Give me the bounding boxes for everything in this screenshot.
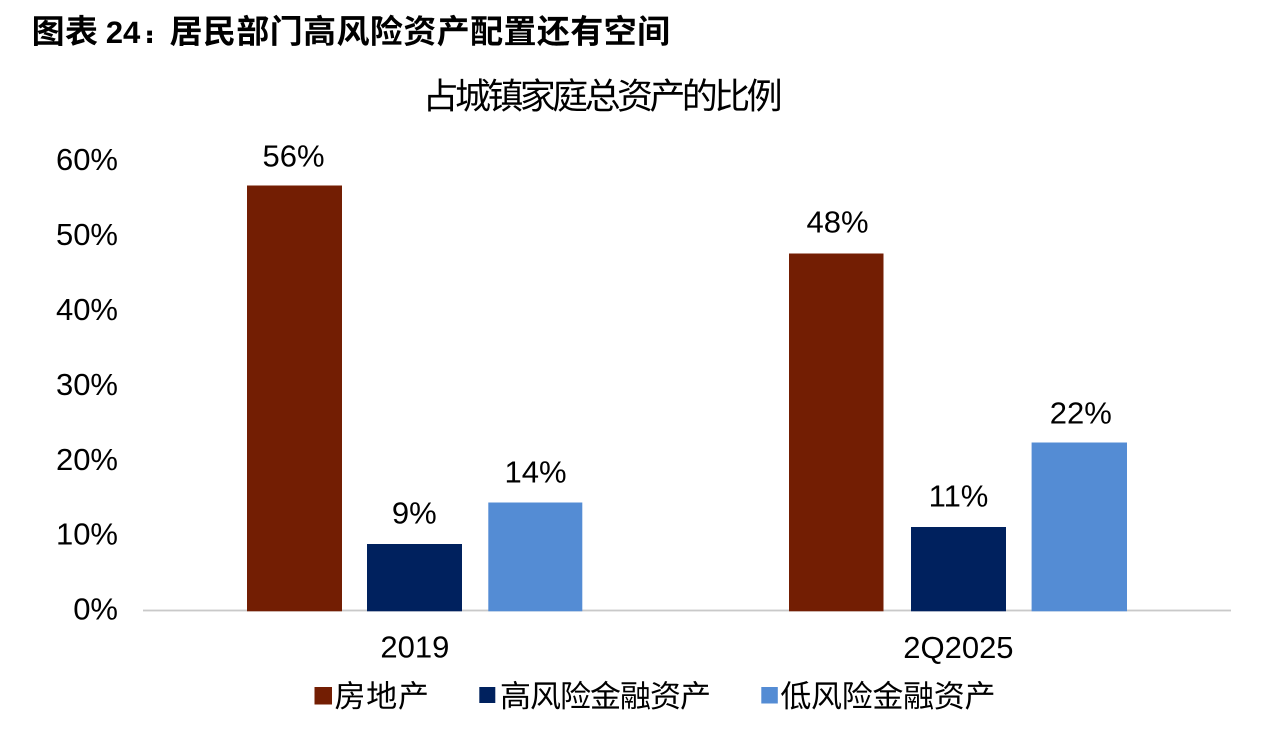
svg-text:10%: 10% — [56, 517, 118, 552]
svg-text:50%: 50% — [56, 217, 118, 252]
svg-text:9%: 9% — [392, 495, 437, 530]
svg-text:30%: 30% — [56, 367, 118, 402]
svg-text:2Q2025: 2Q2025 — [903, 630, 1013, 665]
svg-text:20%: 20% — [56, 442, 118, 477]
svg-text:14%: 14% — [504, 454, 566, 489]
svg-text:11%: 11% — [929, 478, 989, 513]
svg-text:56%: 56% — [262, 139, 324, 174]
svg-text:40%: 40% — [56, 292, 118, 327]
svg-text:2019: 2019 — [380, 629, 449, 664]
svg-text:0%: 0% — [73, 592, 118, 627]
svg-text:22%: 22% — [1050, 395, 1112, 430]
svg-text:60%: 60% — [56, 142, 118, 177]
svg-text:48%: 48% — [806, 204, 868, 239]
